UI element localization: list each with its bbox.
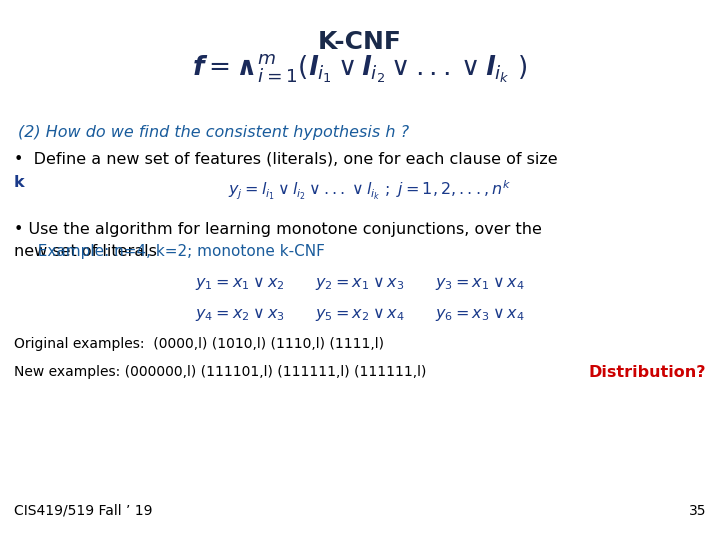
- Text: $\boldsymbol{f} = \boldsymbol{\wedge}_{i=1}^{m}(\boldsymbol{l}_{i_1} \vee \bolds: $\boldsymbol{f} = \boldsymbol{\wedge}_{i…: [192, 52, 528, 85]
- Text: Distribution?: Distribution?: [588, 365, 706, 380]
- Text: 35: 35: [688, 504, 706, 518]
- Text: •  Define a new set of features (literals), one for each clause of size: • Define a new set of features (literals…: [14, 152, 557, 167]
- Text: • Use the algorithm for learning monotone conjunctions, over the: • Use the algorithm for learning monoton…: [14, 222, 542, 237]
- Text: CIS419/519 Fall ’ 19: CIS419/519 Fall ’ 19: [14, 504, 153, 518]
- Text: Original examples:  (0000,l) (1010,l) (1110,l) (1111,l): Original examples: (0000,l) (1010,l) (11…: [14, 337, 384, 351]
- Text: (2) How do we find the consistent hypothesis h ?: (2) How do we find the consistent hypoth…: [18, 125, 409, 140]
- Text: $y_j = l_{i_1} \vee l_{i_2} \vee ... \vee l_{i_k}\ ;\ j = 1,2,...,n^k$: $y_j = l_{i_1} \vee l_{i_2} \vee ... \ve…: [228, 179, 512, 202]
- Text: k: k: [14, 175, 24, 190]
- Text: New examples: (000000,l) (111101,l) (111111,l) (111111,l): New examples: (000000,l) (111101,l) (111…: [14, 365, 426, 379]
- Text: $y_4 = x_2 \vee x_3 \quad\quad y_5 = x_2 \vee x_4 \quad\quad y_6 = x_3 \vee x_4$: $y_4 = x_2 \vee x_3 \quad\quad y_5 = x_2…: [195, 306, 525, 323]
- Text: Example: n=4, k=2; monotone k-CNF: Example: n=4, k=2; monotone k-CNF: [28, 244, 325, 259]
- Text: $y_1 = x_1 \vee x_2 \quad\quad y_2 = x_1 \vee x_3 \quad\quad y_3 = x_1 \vee x_4$: $y_1 = x_1 \vee x_2 \quad\quad y_2 = x_1…: [195, 275, 525, 292]
- Text: K-CNF: K-CNF: [318, 30, 402, 54]
- Text: new set of literals: new set of literals: [14, 244, 157, 259]
